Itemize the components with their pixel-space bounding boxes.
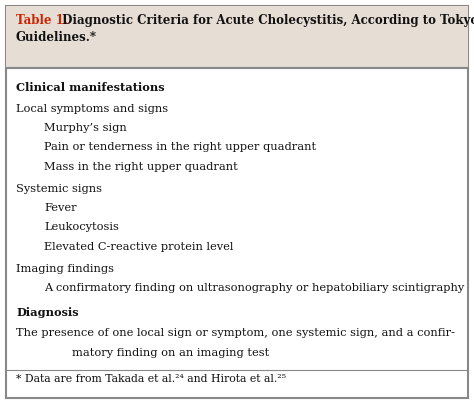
- Text: The presence of one local sign or symptom, one systemic sign, and a confir-: The presence of one local sign or sympto…: [16, 328, 455, 338]
- Text: Diagnostic Criteria for Acute Cholecystitis, According to Tokyo: Diagnostic Criteria for Acute Cholecysti…: [58, 14, 474, 27]
- Text: Systemic signs: Systemic signs: [16, 183, 102, 194]
- Text: Diagnosis: Diagnosis: [16, 307, 79, 318]
- Text: Clinical manifestations: Clinical manifestations: [16, 82, 164, 93]
- Text: * Data are from Takada et al.²⁴ and Hirota et al.²⁵: * Data are from Takada et al.²⁴ and Hiro…: [16, 374, 286, 384]
- Text: Imaging findings: Imaging findings: [16, 263, 114, 274]
- Text: Fever: Fever: [44, 203, 77, 213]
- Text: Elevated C-reactive protein level: Elevated C-reactive protein level: [44, 242, 233, 252]
- Text: Pain or tenderness in the right upper quadrant: Pain or tenderness in the right upper qu…: [44, 143, 316, 152]
- Text: A confirmatory finding on ultrasonography or hepatobiliary scintigraphy: A confirmatory finding on ultrasonograph…: [44, 283, 464, 293]
- Text: Local symptoms and signs: Local symptoms and signs: [16, 103, 168, 114]
- Text: Table 1.: Table 1.: [16, 14, 68, 27]
- Text: Murphy’s sign: Murphy’s sign: [44, 123, 127, 133]
- Bar: [6, 6, 468, 68]
- Text: Leukocytosis: Leukocytosis: [44, 223, 119, 232]
- Text: Mass in the right upper quadrant: Mass in the right upper quadrant: [44, 162, 238, 172]
- Text: matory finding on an imaging test: matory finding on an imaging test: [72, 347, 269, 358]
- Text: Guidelines.*: Guidelines.*: [16, 31, 97, 44]
